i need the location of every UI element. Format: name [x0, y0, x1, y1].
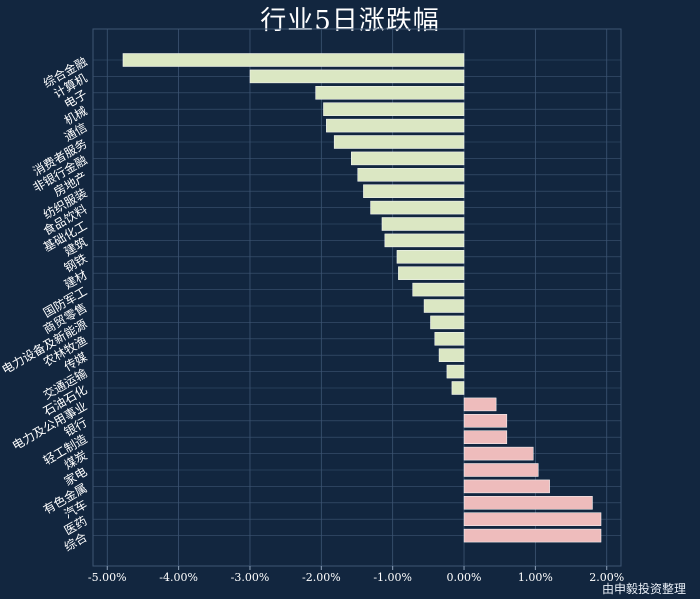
bar	[446, 364, 465, 379]
bar	[451, 381, 465, 395]
bar	[463, 430, 508, 444]
bar	[381, 217, 465, 231]
bar	[463, 496, 593, 510]
bar	[122, 53, 465, 67]
x-tick-label: -3.00%	[231, 571, 270, 584]
bar	[370, 200, 465, 215]
chart-title: 行业5日涨跌幅	[260, 6, 440, 36]
bar	[398, 266, 465, 280]
bar	[463, 397, 497, 412]
bar	[423, 299, 465, 313]
bar	[315, 86, 465, 100]
bar	[384, 233, 465, 248]
x-tick-label: 2.00%	[589, 571, 624, 584]
x-tick-label: -4.00%	[159, 571, 198, 584]
x-tick-label: -5.00%	[88, 571, 127, 584]
x-tick-label: -1.00%	[373, 571, 412, 584]
bar	[357, 168, 465, 182]
bar	[463, 463, 539, 477]
x-tick-label: -2.00%	[302, 571, 341, 584]
bar	[463, 446, 534, 461]
x-tick-label: 0.00%	[447, 571, 482, 584]
bar	[430, 315, 465, 330]
bar	[463, 528, 602, 543]
bar	[412, 282, 465, 297]
source-note: 由申毅投资整理	[601, 582, 686, 596]
bar	[463, 479, 550, 494]
bar	[351, 151, 465, 166]
bar	[396, 250, 465, 264]
bar	[463, 512, 602, 526]
bar	[323, 102, 465, 116]
bar	[333, 135, 465, 149]
bar	[326, 118, 465, 133]
bar	[434, 332, 465, 346]
plot-area	[92, 28, 622, 567]
x-tick-label: 1.00%	[518, 571, 553, 584]
bar	[249, 69, 465, 84]
bar	[363, 184, 465, 198]
bar	[438, 348, 465, 362]
bar	[463, 414, 508, 428]
